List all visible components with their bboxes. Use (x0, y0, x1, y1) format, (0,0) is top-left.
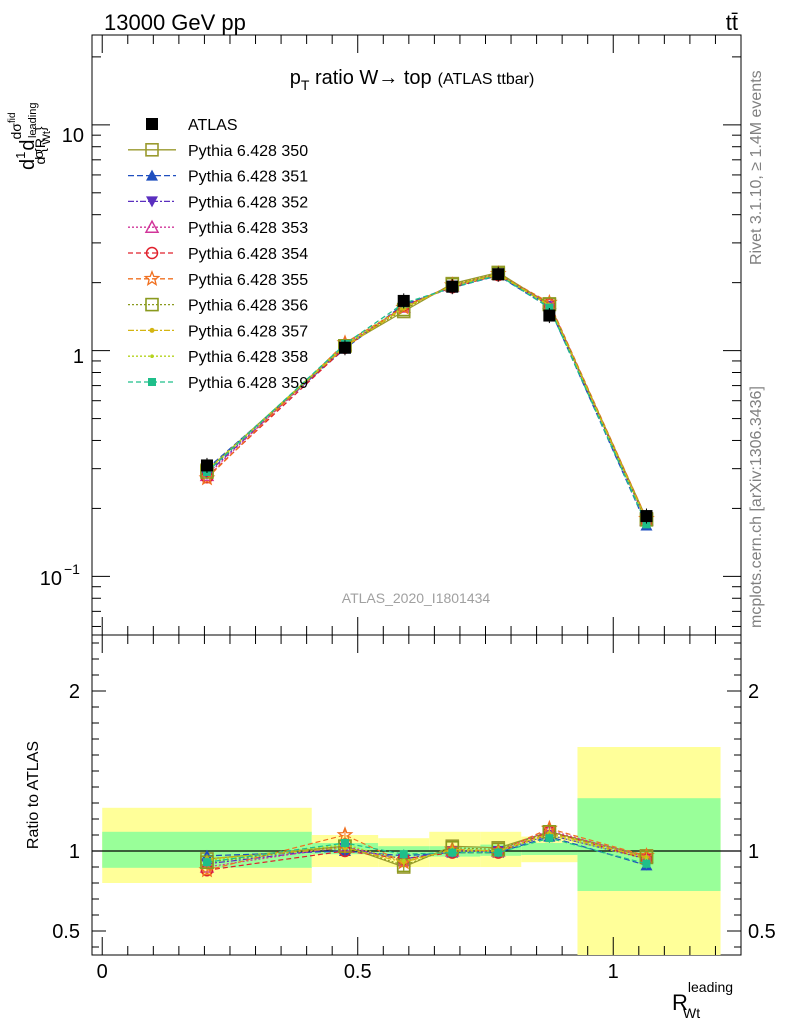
legend-label-10: Pythia 6.428 359 (188, 375, 308, 392)
main-series-6-point (198, 469, 216, 486)
main-series-group (198, 265, 655, 531)
ratio-series-10-point (642, 859, 651, 868)
atlas-data-point (200, 459, 213, 472)
ratio-y-tick-label-left: 1 (69, 841, 80, 863)
main-y-tick-label-10: 10 (62, 125, 84, 147)
main-axes (92, 56, 741, 627)
legend-label-5: Pythia 6.428 354 (188, 246, 308, 263)
ratio-y-tick-label-right: 1 (748, 841, 759, 863)
legend-marker-0 (146, 118, 158, 130)
legend-label-8: Pythia 6.428 357 (188, 323, 308, 340)
atlas-data-point (397, 294, 410, 307)
legend: ATLAS Pythia 6.428 350 Pythia 6.428 351 Pyt… (128, 117, 308, 392)
legend-marker-2 (146, 169, 158, 181)
ratio-axes: 0.5 0.5 1 1 2 2 0 0.5 1 (52, 35, 776, 983)
atlas-data-point (492, 268, 505, 281)
main-title: pT ratio W→ top (ATLAS ttbar) (290, 67, 535, 93)
process-label: tt̄ (726, 10, 738, 35)
ratio-series-10-point (494, 848, 503, 857)
ratio-series-10-point (399, 850, 408, 859)
legend-marker-3 (146, 196, 158, 208)
atlas-data-point (543, 309, 556, 322)
main-y-axis-label: d1 σddσfidd {Rleading Wt} (7, 103, 53, 170)
legend-label-7: Pythia 6.428 356 (188, 298, 308, 315)
ratio-series-10-point (202, 858, 211, 867)
legend-marker-10 (148, 378, 156, 386)
legend-marker-7 (145, 297, 159, 312)
ratio-y-axis-label: Ratio to ATLAS (25, 741, 42, 849)
main-y-tick-label-1: 1 (73, 346, 84, 368)
energy-label: 13000 GeV pp (104, 10, 246, 35)
main-y-tick-label-0.1-exp: −1 (64, 561, 80, 577)
legend-marker-4 (144, 219, 160, 233)
ratio-series-10-point (340, 839, 349, 847)
analysis-watermark: ATLAS_2020_I1801434 (342, 590, 491, 606)
ratio-series-group (198, 819, 655, 878)
legend-label-1: Pythia 6.428 350 (188, 143, 308, 160)
ratio-series-10-point (448, 848, 457, 857)
ratio-y-tick-label-right: 2 (748, 681, 759, 703)
x-axis-label: Rleading Wt (672, 979, 733, 1021)
atlas-data-point (338, 341, 351, 354)
ratio-panel-frame (91, 634, 742, 956)
atlas-data-point (640, 510, 653, 523)
atlas-data-point (446, 280, 459, 293)
legend-label-3: Pythia 6.428 352 (188, 194, 308, 211)
legend-marker-9 (150, 354, 154, 359)
main-y-tick-label-0.1: 10 (40, 568, 62, 590)
ratio-y-tick-label-left: 2 (69, 681, 80, 703)
ratio-y-tick-label-right: 0.5 (748, 921, 776, 943)
main-series-10-point (642, 520, 651, 529)
mcplots-label: mcplots.cern.ch [arXiv:1306.3436] (748, 386, 765, 628)
legend-marker-1 (145, 143, 159, 157)
ratio-series-9-point (401, 858, 406, 863)
x-tick-label: 0 (97, 961, 108, 983)
legend-marker-5 (145, 246, 159, 260)
legend-label-0: ATLAS (188, 117, 238, 134)
x-tick-label: 1 (608, 961, 619, 983)
legend-marker-8 (149, 327, 155, 333)
rivet-version-label: Rivet 3.1.10, ≥ 1.4M events (748, 70, 765, 265)
legend-label-9: Pythia 6.428 358 (188, 349, 308, 366)
ratio-series-10-point (545, 834, 554, 843)
x-tick-label: 0.5 (344, 961, 372, 983)
legend-marker-6 (143, 270, 161, 286)
main-series-10-point (545, 303, 554, 312)
ratio-y-tick-label-left: 0.5 (52, 921, 80, 943)
legend-label-4: Pythia 6.428 353 (188, 220, 308, 237)
ratio-series-6-point (336, 826, 354, 843)
inner-band-bin-5 (521, 843, 578, 855)
legend-label-2: Pythia 6.428 351 (188, 169, 308, 186)
legend-label-6: Pythia 6.428 355 (188, 272, 308, 289)
